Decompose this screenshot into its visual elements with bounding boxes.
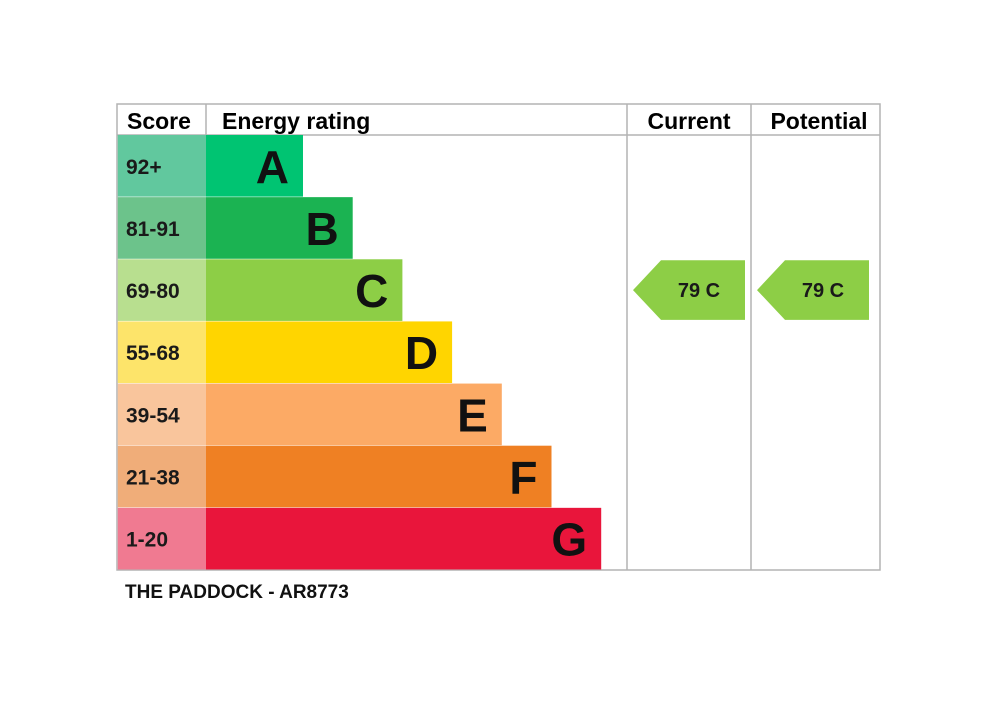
score-label-f: 21-38 <box>126 467 180 490</box>
rating-letter-e: E <box>457 389 488 441</box>
table-border <box>116 103 881 571</box>
rating-letter-c: C <box>355 265 388 317</box>
rating-bar-g <box>206 507 602 570</box>
score-label-d: 55-68 <box>126 342 180 365</box>
rating-bar-d <box>206 321 453 384</box>
current-rating-arrow-label: 79 C <box>678 280 720 302</box>
header-potential: Potential <box>770 108 867 134</box>
rating-letter-d: D <box>405 327 438 379</box>
potential-rating-arrow-label: 79 C <box>802 280 844 302</box>
score-cell-f <box>117 445 206 508</box>
current-rating-arrow <box>633 260 745 320</box>
header-current: Current <box>647 108 730 134</box>
header-energy-rating: Energy rating <box>222 108 370 134</box>
score-label-c: 69-80 <box>126 280 180 303</box>
score-label-a: 92+ <box>126 156 162 179</box>
score-cell-e <box>117 383 206 446</box>
score-cell-c <box>117 259 206 321</box>
rating-bands: 92+ A 81-91 B 69-80 C 55-68 D 39-54 E 21-38 F 1-20 G <box>117 135 602 570</box>
property-caption: THE PADDOCK - AR8773 <box>125 582 349 603</box>
score-cell-g <box>117 507 206 570</box>
rating-letter-f: F <box>509 452 537 504</box>
table-frame <box>116 103 881 571</box>
score-label-e: 39-54 <box>126 404 180 427</box>
potential-rating-arrow <box>757 260 869 320</box>
rating-bar-c <box>206 259 403 321</box>
score-cell-a <box>117 135 206 197</box>
rating-bar-e <box>206 383 502 446</box>
header-score: Score <box>127 108 191 134</box>
rating-letter-b: B <box>305 203 338 255</box>
rating-letter-a: A <box>256 141 289 193</box>
rating-bar-a <box>206 135 303 197</box>
score-label-g: 1-20 <box>126 529 168 552</box>
score-cell-d <box>117 321 206 384</box>
score-label-b: 81-91 <box>126 218 180 241</box>
rating-bar-b <box>206 197 353 259</box>
rating-bar-f <box>206 445 552 508</box>
score-cell-b <box>117 197 206 259</box>
rating-arrows: 79 C 79 C <box>633 260 869 320</box>
rating-letter-g: G <box>551 514 587 566</box>
